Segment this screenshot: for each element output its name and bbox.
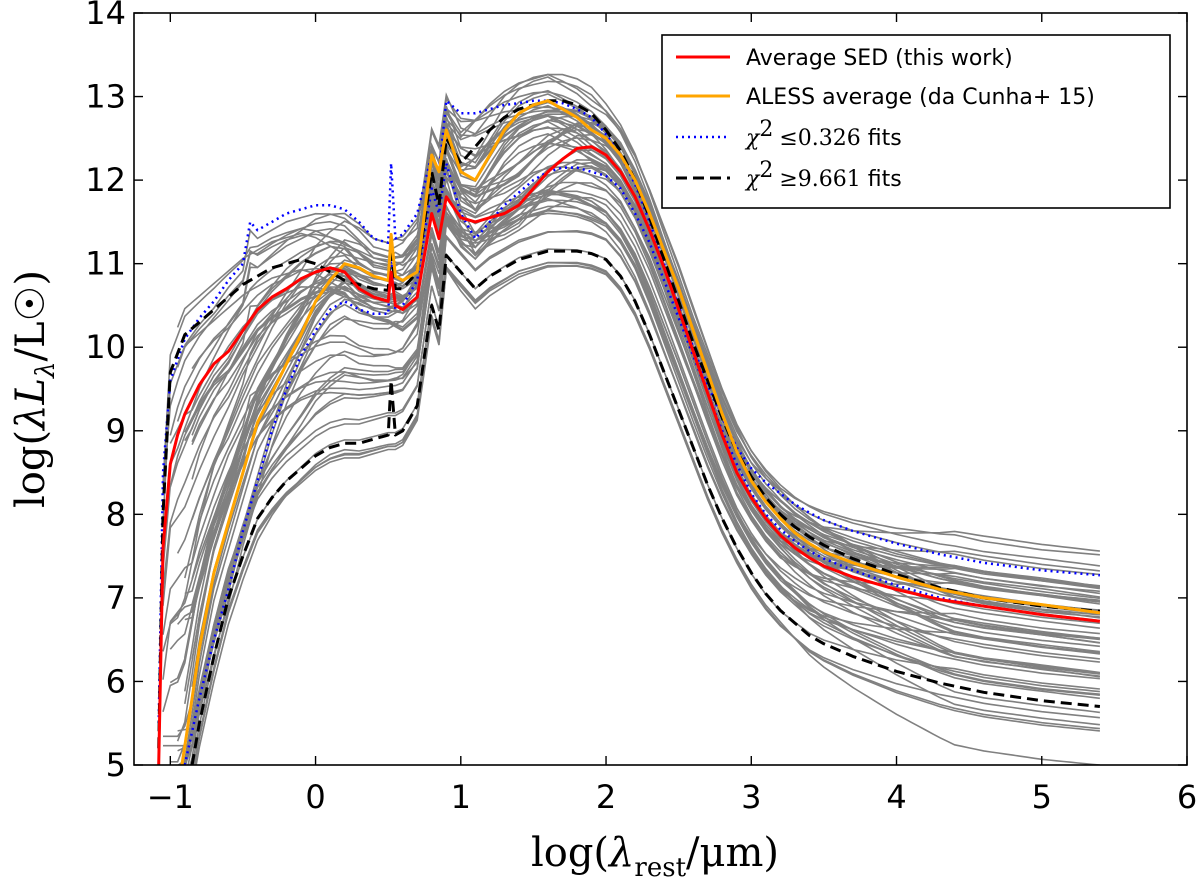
model-sed-curve bbox=[162, 73, 1101, 652]
y-tick-label: 7 bbox=[106, 579, 126, 617]
legend: Average SED (this work) ALESS average (d… bbox=[661, 34, 1171, 209]
y-tick-label: 13 bbox=[85, 78, 126, 116]
x-axis-title: log(λrest/μm) bbox=[531, 830, 779, 883]
x-tick-label: 0 bbox=[305, 778, 325, 816]
x-tick-label: 2 bbox=[596, 778, 616, 816]
model-sed-curve bbox=[177, 229, 1100, 732]
y-tick-label: 9 bbox=[106, 412, 126, 450]
y-axis-title: log(λLλ/L☉) bbox=[8, 270, 61, 508]
model-sed-curve bbox=[162, 93, 1101, 713]
y-tick-label: 10 bbox=[85, 328, 126, 366]
series-best-fit-upper bbox=[157, 99, 1101, 724]
model-sed-curve bbox=[191, 161, 1100, 655]
model-sed-curve bbox=[184, 158, 1100, 761]
model-sed-curve bbox=[184, 188, 1100, 765]
highlighted-series bbox=[157, 99, 1101, 765]
model-sed-curve bbox=[191, 187, 1100, 733]
series-best-fit-lower bbox=[183, 162, 1101, 765]
legend-label-average-sed: Average SED (this work) bbox=[746, 46, 1013, 71]
x-tick-labels: −1 0 1 2 3 4 5 6 bbox=[147, 778, 1197, 816]
axis-ticks bbox=[134, 12, 1188, 766]
y-tick-label: 8 bbox=[106, 495, 126, 533]
model-sed-curve bbox=[184, 133, 1101, 765]
x-tick-label: 3 bbox=[741, 778, 761, 816]
series-worst-fit-upper bbox=[157, 99, 1101, 749]
series-average-sed bbox=[157, 145, 1101, 765]
model-sed-curve bbox=[193, 261, 1100, 765]
plot-frame bbox=[133, 12, 1188, 766]
model-sed-curve bbox=[184, 199, 1100, 635]
y-tick-label: 6 bbox=[106, 662, 126, 700]
model-sed-curve bbox=[195, 265, 1100, 765]
legend-label-best-fits: χ2 ≤0.326 fits bbox=[744, 117, 902, 151]
model-sed-curve bbox=[176, 212, 1100, 680]
model-sed-curve bbox=[189, 197, 1100, 765]
series-aless-average bbox=[180, 99, 1101, 765]
y-tick-label: 12 bbox=[85, 161, 126, 199]
series-worst-fit-lower bbox=[190, 249, 1101, 765]
model-sed-curve bbox=[187, 178, 1100, 765]
y-tick-label: 14 bbox=[85, 0, 126, 32]
y-tick-labels: 5 6 7 8 9 10 11 12 13 14 bbox=[85, 0, 126, 784]
x-tick-label: 4 bbox=[886, 778, 906, 816]
x-tick-label: 6 bbox=[1177, 778, 1197, 816]
y-tick-label: 11 bbox=[85, 245, 126, 283]
x-tick-label: −1 bbox=[147, 778, 194, 816]
legend-box bbox=[661, 34, 1171, 209]
model-sed-curve bbox=[191, 181, 1100, 603]
model-sed-curve bbox=[191, 196, 1100, 660]
legend-label-worst-fits: χ2 ≥9.661 fits bbox=[744, 158, 902, 192]
x-tick-label: 5 bbox=[1032, 778, 1052, 816]
x-tick-label: 1 bbox=[451, 778, 471, 816]
legend-label-aless: ALESS average (da Cunha+ 15) bbox=[746, 85, 1095, 110]
model-sed-curve bbox=[162, 205, 1100, 696]
y-tick-label: 5 bbox=[106, 746, 126, 784]
